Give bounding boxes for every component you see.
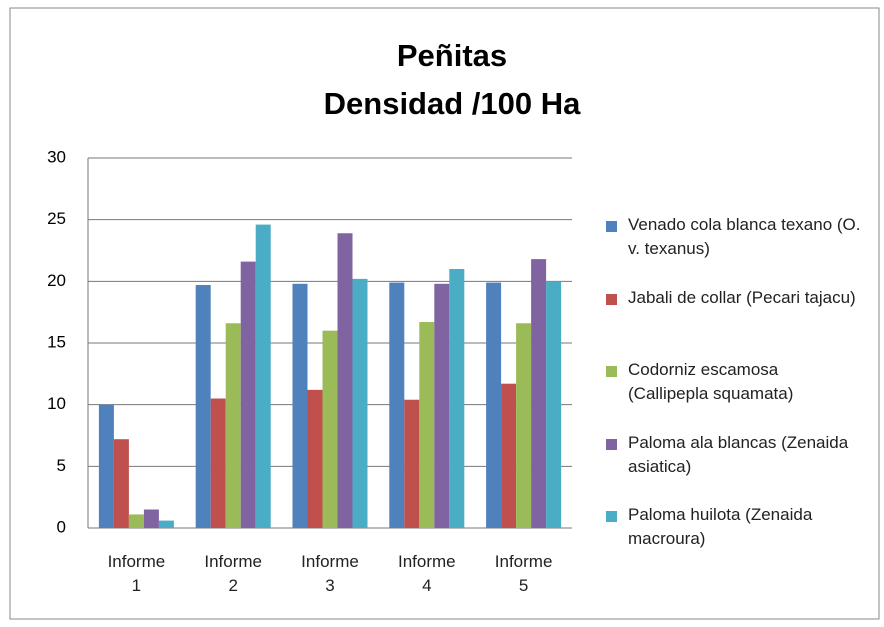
chart-title: Peñitas: [397, 38, 507, 73]
legend-label: Paloma ala blancas (Zenaida asiatica): [628, 432, 849, 476]
bar: [389, 282, 405, 528]
bar: [352, 278, 368, 528]
chart-title: Densidad /100 Ha: [324, 86, 581, 121]
bar: [322, 330, 338, 528]
bar: [128, 514, 144, 528]
bar: [255, 224, 271, 528]
y-tick-label: 0: [57, 517, 66, 536]
bar: [501, 383, 517, 528]
bar: [307, 389, 323, 528]
y-tick-label: 30: [47, 147, 66, 166]
bar: [225, 323, 241, 528]
bar: [292, 283, 308, 528]
x-tick-label: Informe 1: [107, 552, 166, 595]
x-tick-label: Informe 2: [204, 552, 262, 595]
legend-label: Jabali de collar (Pecari tajacu): [628, 287, 856, 307]
bar: [143, 509, 159, 528]
bar: [419, 322, 435, 528]
legend-label: Codorniz escamosa (Callipepla squamata): [628, 360, 794, 403]
bar: [240, 261, 256, 528]
y-tick-label: 10: [47, 394, 66, 413]
y-tick-label: 25: [47, 209, 66, 228]
bar: [434, 283, 450, 528]
legend-label: Paloma huilota (Zenaida macroura): [628, 505, 813, 548]
x-tick-label: Informe 5: [494, 552, 553, 595]
legend-label: Venado cola blanca texano (O. v. texanus…: [628, 215, 861, 258]
legend-swatch: [606, 511, 617, 522]
x-tick-label: Informe 4: [397, 552, 456, 595]
legend-swatch: [606, 366, 617, 377]
y-tick-label: 5: [57, 456, 66, 475]
bar: [98, 404, 114, 528]
legend-swatch: [606, 438, 617, 450]
legend-swatch: [606, 293, 617, 305]
bar: [158, 520, 174, 528]
y-tick-label: 15: [47, 332, 66, 351]
y-tick-label: 20: [47, 271, 66, 290]
bar: [546, 281, 562, 528]
bar: [210, 398, 226, 528]
bar: [449, 269, 465, 528]
bar: [516, 323, 532, 528]
x-tick-label: Informe 3: [301, 552, 359, 595]
bar: [404, 399, 420, 528]
bar: [337, 233, 353, 528]
bar: [531, 259, 547, 528]
bar: [113, 439, 129, 528]
bar: [486, 282, 502, 528]
legend-swatch: [606, 221, 617, 232]
bar: [195, 285, 211, 528]
